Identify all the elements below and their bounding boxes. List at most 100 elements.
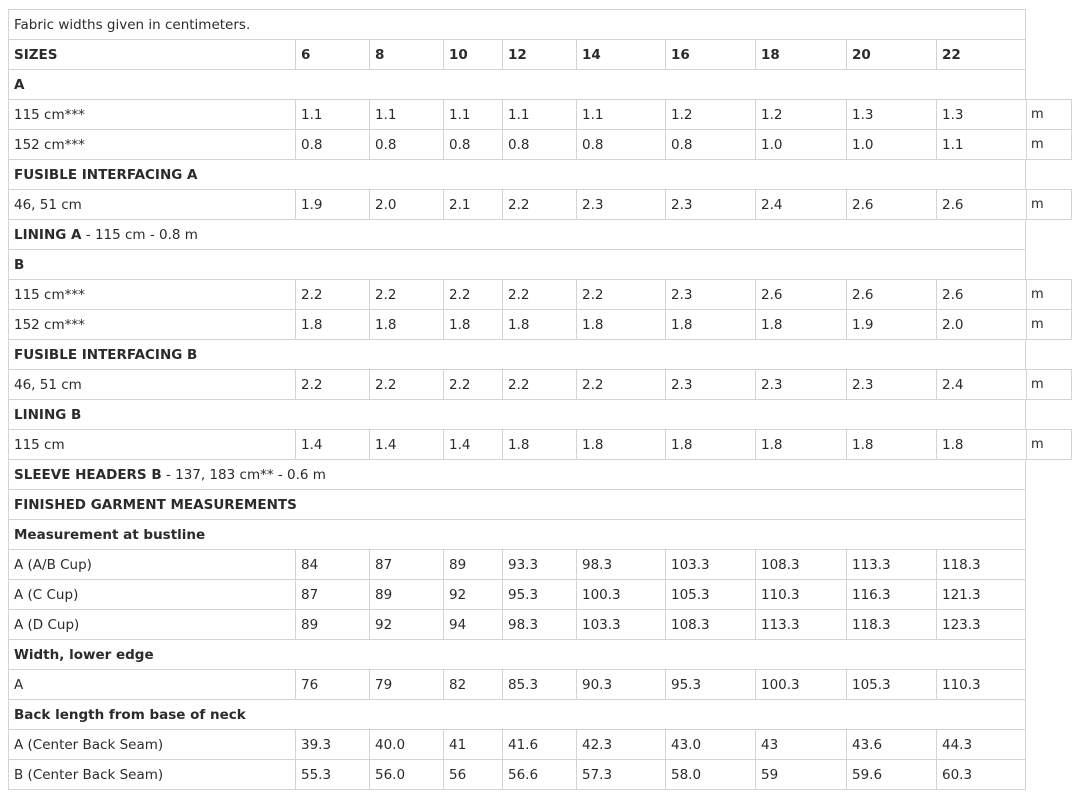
value-cell: 94 bbox=[443, 609, 502, 639]
yardage-table: Fabric widths given in centimeters. SIZE… bbox=[8, 9, 1072, 790]
unit-cell: m bbox=[1026, 189, 1072, 219]
value-cell: 108.3 bbox=[665, 609, 755, 639]
table-bottom-rule bbox=[8, 789, 1026, 790]
unit-bottom-rule bbox=[1026, 339, 1072, 340]
value-cell: 1.8 bbox=[502, 309, 576, 339]
table-row: A (Center Back Seam) 39.3 40.0 41 41.6 42.3 43… bbox=[8, 729, 1072, 759]
value-cell: 1.1 bbox=[936, 129, 1026, 159]
value-cell: 1.4 bbox=[443, 429, 502, 459]
value-cell: 57.3 bbox=[576, 759, 665, 789]
row-label: A (C Cup) bbox=[8, 579, 295, 609]
note-row: LINING A - 115 cm - 0.8 m bbox=[8, 219, 1026, 249]
value-cell: 95.3 bbox=[502, 579, 576, 609]
table-row: SLEEVE HEADERS B - 137, 183 cm** - 0.6 m bbox=[8, 459, 1072, 489]
table-row: FUSIBLE INTERFACING A bbox=[8, 159, 1072, 189]
value-cell: 1.4 bbox=[369, 429, 443, 459]
value-cell: 1.8 bbox=[846, 429, 936, 459]
unit-bottom-rule bbox=[1026, 459, 1072, 460]
value-cell: 105.3 bbox=[846, 669, 936, 699]
table-row: A (A/B Cup) 84 87 89 93.3 98.3 103.3 108.3 113.3… bbox=[8, 549, 1072, 579]
table-row: FINISHED GARMENT MEASUREMENTS bbox=[8, 489, 1072, 519]
size-header-8: 8 bbox=[369, 39, 443, 69]
value-cell: 1.8 bbox=[665, 309, 755, 339]
table-row: Back length from base of neck bbox=[8, 699, 1072, 729]
section-heading: LINING B bbox=[8, 399, 1026, 429]
value-cell: 2.6 bbox=[846, 279, 936, 309]
value-cell: 1.8 bbox=[576, 429, 665, 459]
value-cell: 2.2 bbox=[443, 369, 502, 399]
value-cell: 2.2 bbox=[502, 189, 576, 219]
value-cell: 2.3 bbox=[665, 189, 755, 219]
value-cell: 2.2 bbox=[502, 279, 576, 309]
value-cell: 103.3 bbox=[576, 609, 665, 639]
value-cell: 43.6 bbox=[846, 729, 936, 759]
unit-cell: m bbox=[1026, 99, 1072, 129]
value-cell: 1.8 bbox=[576, 309, 665, 339]
table-row: B (Center Back Seam) 55.3 56.0 56 56.6 57.3 58… bbox=[8, 759, 1072, 789]
value-cell: 42.3 bbox=[576, 729, 665, 759]
value-cell: 1.1 bbox=[369, 99, 443, 129]
value-cell: 93.3 bbox=[502, 549, 576, 579]
table-row: LINING A - 115 cm - 0.8 m bbox=[8, 219, 1072, 249]
value-cell: 110.3 bbox=[755, 579, 846, 609]
value-cell: 113.3 bbox=[846, 549, 936, 579]
unit-bottom-rule bbox=[1026, 219, 1072, 220]
row-label: A (A/B Cup) bbox=[8, 549, 295, 579]
value-cell: 2.0 bbox=[369, 189, 443, 219]
value-cell: 1.1 bbox=[295, 99, 369, 129]
value-cell: 2.3 bbox=[846, 369, 936, 399]
value-cell: 39.3 bbox=[295, 729, 369, 759]
row-label: A bbox=[8, 669, 295, 699]
value-cell: 87 bbox=[295, 579, 369, 609]
value-cell: 2.1 bbox=[443, 189, 502, 219]
value-cell: 40.0 bbox=[369, 729, 443, 759]
table-row: 46, 51 cm 1.9 2.0 2.1 2.2 2.3 2.3 2.4 2.6 2.6 m bbox=[8, 189, 1072, 220]
value-cell: 85.3 bbox=[502, 669, 576, 699]
value-cell: 2.2 bbox=[295, 369, 369, 399]
value-cell: 1.3 bbox=[846, 99, 936, 129]
value-cell: 121.3 bbox=[936, 579, 1026, 609]
value-cell: 89 bbox=[443, 549, 502, 579]
size-header-18: 18 bbox=[755, 39, 846, 69]
value-cell: 2.2 bbox=[502, 369, 576, 399]
value-cell: 1.9 bbox=[295, 189, 369, 219]
value-cell: 1.3 bbox=[936, 99, 1026, 129]
value-cell: 98.3 bbox=[576, 549, 665, 579]
value-cell: 2.4 bbox=[936, 369, 1026, 399]
value-cell: 1.8 bbox=[502, 429, 576, 459]
row-label: 152 cm*** bbox=[8, 129, 295, 159]
value-cell: 43.0 bbox=[665, 729, 755, 759]
value-cell: 1.2 bbox=[755, 99, 846, 129]
value-cell: 103.3 bbox=[665, 549, 755, 579]
section-heading: FUSIBLE INTERFACING A bbox=[8, 159, 1026, 189]
size-header-14: 14 bbox=[576, 39, 665, 69]
value-cell: 2.6 bbox=[846, 189, 936, 219]
value-cell: 1.1 bbox=[443, 99, 502, 129]
size-header-20: 20 bbox=[846, 39, 936, 69]
table-row: A 76 79 82 85.3 90.3 95.3 100.3 105.3 110.3 bbox=[8, 669, 1072, 699]
value-cell: 92 bbox=[443, 579, 502, 609]
value-cell: 0.8 bbox=[443, 129, 502, 159]
size-header-10: 10 bbox=[443, 39, 502, 69]
value-cell: 84 bbox=[295, 549, 369, 579]
value-cell: 92 bbox=[369, 609, 443, 639]
row-label: 152 cm*** bbox=[8, 309, 295, 339]
value-cell: 89 bbox=[369, 579, 443, 609]
value-cell: 2.3 bbox=[576, 189, 665, 219]
value-cell: 90.3 bbox=[576, 669, 665, 699]
value-cell: 1.8 bbox=[369, 309, 443, 339]
value-cell: 89 bbox=[295, 609, 369, 639]
table-row: FUSIBLE INTERFACING B bbox=[8, 339, 1072, 369]
table-row: 115 cm*** 1.1 1.1 1.1 1.1 1.1 1.2 1.2 1.3 1.3 m bbox=[8, 99, 1072, 130]
size-header-22: 22 bbox=[936, 39, 1026, 69]
sizes-header-row: SIZES 6 8 10 12 14 16 18 20 22 bbox=[8, 39, 1072, 69]
value-cell: 2.0 bbox=[936, 309, 1026, 339]
value-cell: 1.8 bbox=[755, 429, 846, 459]
value-cell: 58.0 bbox=[665, 759, 755, 789]
table-row: A (D Cup) 89 92 94 98.3 103.3 108.3 113.3 118.3 1… bbox=[8, 609, 1072, 639]
table-row: B bbox=[8, 249, 1072, 279]
value-cell: 41.6 bbox=[502, 729, 576, 759]
value-cell: 105.3 bbox=[665, 579, 755, 609]
value-cell: 56.0 bbox=[369, 759, 443, 789]
value-cell: 2.3 bbox=[665, 279, 755, 309]
